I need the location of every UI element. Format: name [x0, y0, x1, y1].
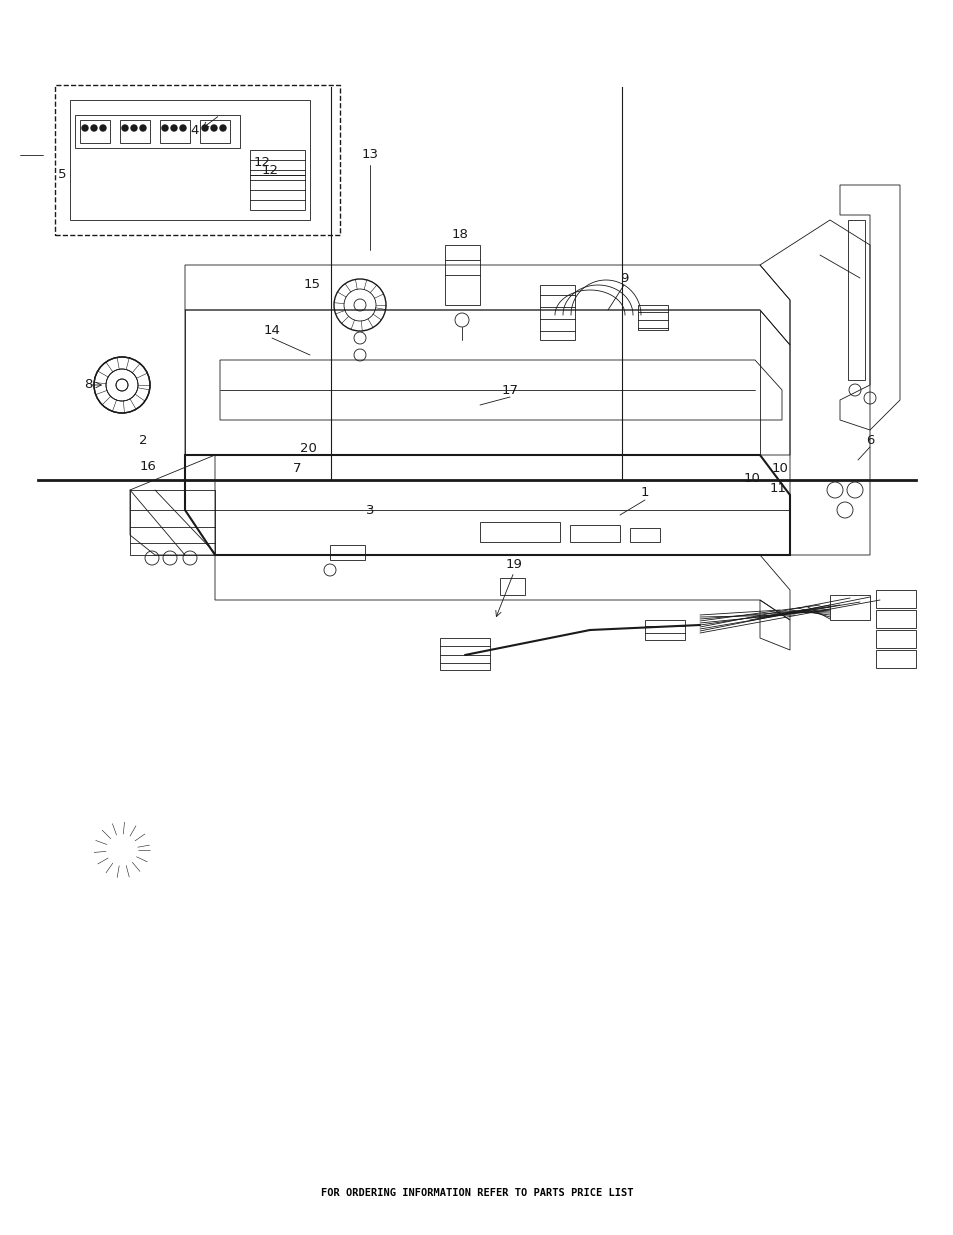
Circle shape — [91, 125, 97, 131]
Bar — [55, 85, 339, 235]
Circle shape — [220, 125, 226, 131]
Circle shape — [82, 125, 88, 131]
Circle shape — [171, 125, 177, 131]
Text: 11: 11 — [769, 482, 785, 494]
Circle shape — [100, 125, 106, 131]
Text: 5: 5 — [58, 168, 66, 182]
Text: 10: 10 — [771, 462, 787, 474]
Text: 4: 4 — [191, 124, 199, 137]
Circle shape — [131, 125, 137, 131]
Text: 9: 9 — [619, 272, 627, 284]
Text: 15: 15 — [303, 279, 320, 291]
Text: 3: 3 — [365, 504, 374, 516]
Text: 16: 16 — [139, 461, 156, 473]
Text: 20: 20 — [299, 441, 316, 454]
Circle shape — [140, 125, 146, 131]
Text: 14: 14 — [263, 324, 280, 336]
Text: 17: 17 — [501, 384, 518, 396]
Text: 12: 12 — [253, 156, 271, 168]
Circle shape — [122, 125, 128, 131]
Text: 8: 8 — [84, 378, 92, 391]
Text: 7: 7 — [293, 462, 301, 474]
Text: 13: 13 — [361, 148, 378, 162]
Circle shape — [180, 125, 186, 131]
Text: 6: 6 — [865, 433, 873, 447]
Circle shape — [162, 125, 168, 131]
Text: 12: 12 — [261, 163, 278, 177]
Text: 2: 2 — [138, 433, 147, 447]
Circle shape — [202, 125, 208, 131]
Text: 18: 18 — [451, 228, 468, 242]
Text: 19: 19 — [505, 558, 522, 572]
Text: 1: 1 — [640, 485, 649, 499]
Text: 10: 10 — [742, 472, 760, 484]
Circle shape — [211, 125, 216, 131]
Text: FOR ORDERING INFORMATION REFER TO PARTS PRICE LIST: FOR ORDERING INFORMATION REFER TO PARTS … — [320, 1188, 633, 1198]
